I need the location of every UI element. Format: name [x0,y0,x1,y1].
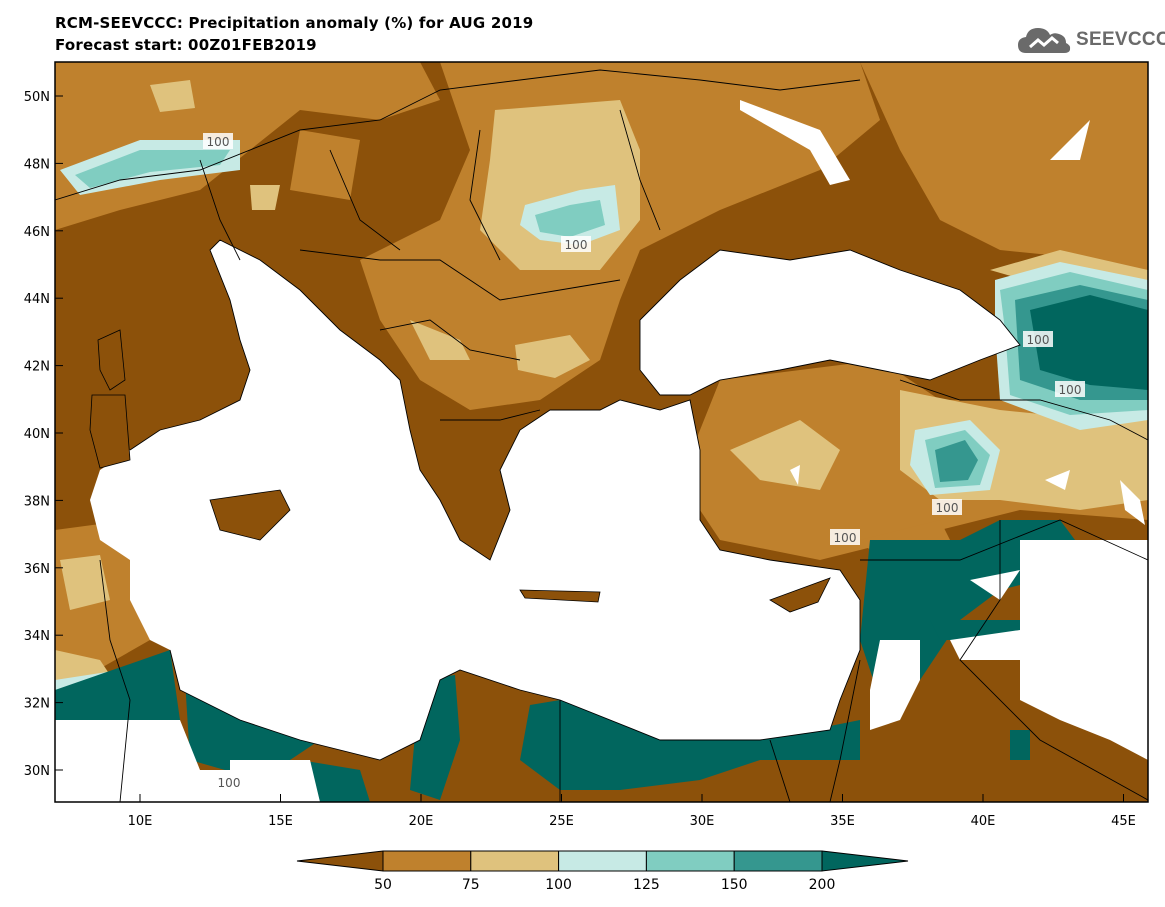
lat-label: 32N [24,697,50,712]
contour-label-bg [203,133,233,149]
chart-subtitle: Forecast start: 00Z01FEB2019 [55,36,317,54]
lon-label: 15E [268,814,293,829]
lat-label: 38N [24,494,50,509]
contour-label: 100 [834,531,857,545]
lon-label: 30E [690,814,715,829]
lat-label: 48N [24,157,50,172]
lat-label: 44N [24,292,50,307]
map-frame [54,61,1149,803]
lat-label: 40N [24,427,50,442]
lon-label: 35E [830,814,855,829]
colorbar-box [558,850,647,872]
lat-label: 46N [24,225,50,240]
sea-and-missing-data [55,100,1148,802]
contour-label-bg [561,236,591,252]
lon-label: 25E [549,814,574,829]
contour-label: 100 [1027,333,1050,347]
seevccc-logo: SEEVCCC [1016,22,1165,58]
contour-label: 100 [218,776,241,790]
contour-label-bg [830,529,860,545]
colorbar-tick-label: 75 [462,877,480,893]
lon-label: 40E [971,814,996,829]
colorbar-tick-label: 200 [809,877,836,893]
contour-label: 100 [1059,383,1082,397]
colorbar-box [382,850,472,872]
colorbar-box [470,850,560,872]
colorbar-tick-label: 125 [633,877,660,893]
cloud-logo-icon [1018,28,1071,53]
latitude-axis: 50N 48N 46N 44N 42N 40N 38N 36N 34N 32N 30N [24,90,63,779]
colorbar-low-extend [296,850,384,872]
contour-labels: 100 100 100 100 100 100 100 [203,133,1085,790]
colorbar-tick-label: 50 [374,877,392,893]
contour-label-bg [1023,331,1053,347]
lat-label: 30N [24,764,50,779]
lat-label: 50N [24,90,50,105]
lon-label: 45E [1111,814,1136,829]
contour-label-bg [1055,381,1085,397]
colorbar-tick-label: 150 [721,877,748,893]
colorbar-box [733,850,823,872]
lon-label: 10E [128,814,153,829]
lat-label: 36N [24,562,50,577]
colorbar-tick-label: 100 [545,877,572,893]
longitude-axis: 10E 15E 20E 25E 30E 35E 40E 45E [128,794,1136,829]
islands [89,329,831,613]
contour-label: 100 [936,501,959,515]
contour-label: 100 [207,135,230,149]
contour-label-bg [932,499,962,515]
lat-label: 34N [24,629,50,644]
colorbar-high-extend [821,850,909,872]
lat-label: 42N [24,360,50,375]
lon-label: 20E [409,814,434,829]
coastlines-and-borders [55,69,1148,802]
contour-label: 100 [565,238,588,252]
contour-label-bg [214,774,244,790]
chart-title: RCM-SEEVCCC: Precipitation anomaly (%) f… [55,14,534,32]
colorbar-box [645,850,735,872]
logo-text: SEEVCCC [1076,29,1165,50]
